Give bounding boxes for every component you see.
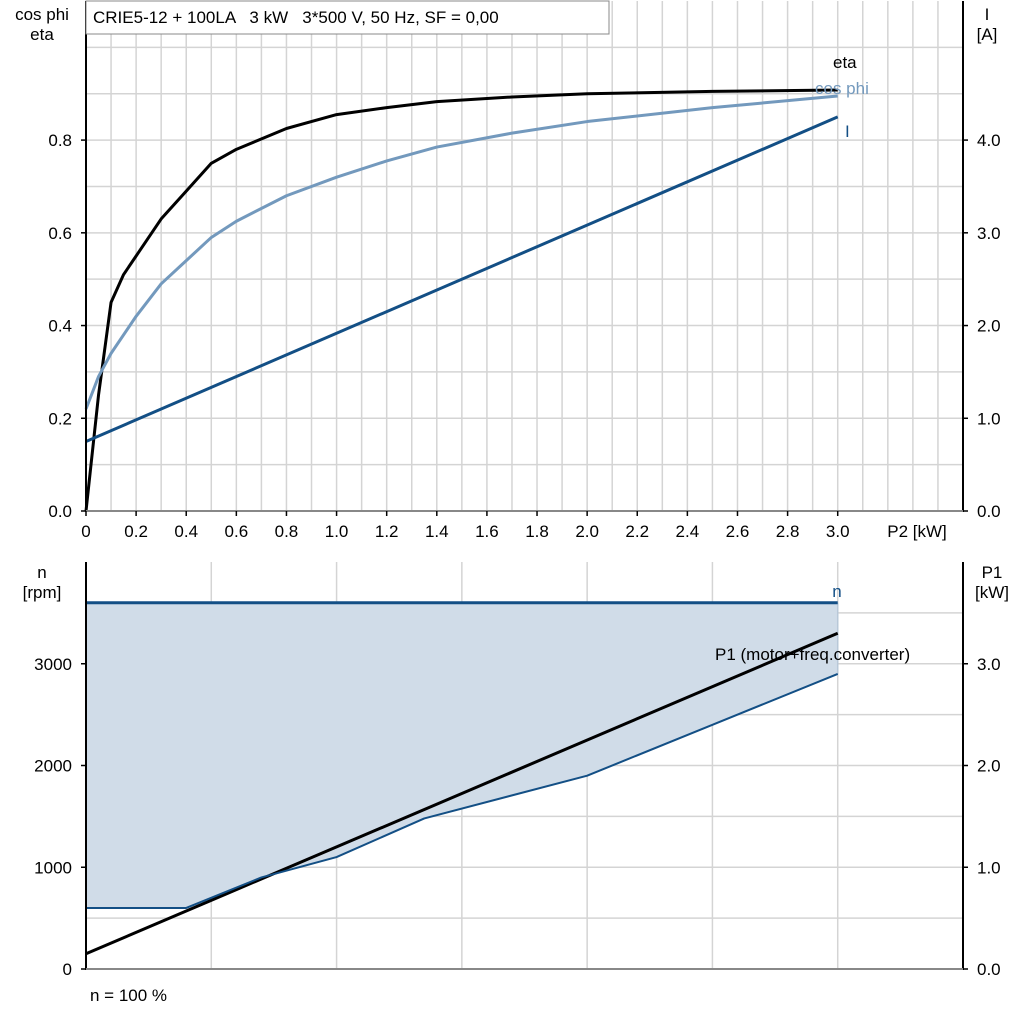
left-tick-label: 3000 bbox=[34, 655, 72, 674]
top-left-axis-label-1: cos phi bbox=[15, 5, 69, 24]
left-tick-label: 0.4 bbox=[48, 317, 72, 336]
x-tick-label: 1.2 bbox=[375, 522, 399, 541]
speed-range-area bbox=[86, 602, 838, 908]
left-tick-label: 0.8 bbox=[48, 131, 72, 150]
top-left-axis-label-2: eta bbox=[30, 25, 54, 44]
top-right-axis-label-2: [A] bbox=[977, 25, 998, 44]
x-tick-label: 0.4 bbox=[174, 522, 198, 541]
left-tick-label: 0 bbox=[63, 960, 72, 979]
x-tick-label: 2.8 bbox=[776, 522, 800, 541]
left-tick-label: 2000 bbox=[34, 757, 72, 776]
series-line-p1 bbox=[85, 631, 839, 956]
right-tick-label: 1.0 bbox=[977, 858, 1001, 877]
top-x-axis-label: P2 [kW] bbox=[887, 522, 947, 541]
left-tick-label: 0.2 bbox=[48, 409, 72, 428]
x-tick-label: 1.0 bbox=[325, 522, 349, 541]
series-line-eta bbox=[84, 88, 838, 512]
x-tick-label: 1.8 bbox=[525, 522, 549, 541]
x-tick-label: 2.2 bbox=[625, 522, 649, 541]
x-tick-label: 1.4 bbox=[425, 522, 449, 541]
right-tick-label: 2.0 bbox=[977, 317, 1001, 336]
top-grid bbox=[86, 1, 963, 511]
series-label-p1: P1 (motor+freq.converter) bbox=[715, 645, 910, 664]
bottom-right-axis-label-2: [kW] bbox=[975, 583, 1009, 602]
series-line-min-speed bbox=[86, 672, 839, 909]
series-label-current: I bbox=[845, 122, 850, 141]
x-tick-label: 0.8 bbox=[275, 522, 299, 541]
right-tick-label: 2.0 bbox=[977, 757, 1001, 776]
x-tick-label: 0 bbox=[81, 522, 90, 541]
series-line-cos bbox=[84, 94, 838, 410]
series-line-i bbox=[85, 115, 839, 443]
left-tick-label: 0.0 bbox=[48, 502, 72, 521]
top-right-axis-label-1: I bbox=[985, 5, 990, 24]
x-tick-label: 1.6 bbox=[475, 522, 499, 541]
series-label-eta: eta bbox=[833, 53, 857, 72]
footnote: n = 100 % bbox=[90, 986, 167, 1005]
x-tick-label: 3.0 bbox=[826, 522, 850, 541]
series-label-n: n bbox=[832, 582, 841, 601]
left-tick-label: 0.6 bbox=[48, 224, 72, 243]
x-tick-label: 2.0 bbox=[575, 522, 599, 541]
bottom-right-axis-label-1: P1 bbox=[982, 563, 1003, 582]
bottom-left-axis-label-2: [rpm] bbox=[23, 583, 62, 602]
chart-title: CRIE5-12 + 100LA 3 kW 3*500 V, 50 Hz, SF… bbox=[93, 8, 499, 27]
tick-labels: 0.0 0.2 0.4 0.6 0.8 0.0 1.0 2.0 3.0 4.0 0 0.2 0.4 0.6… bbox=[34, 131, 1000, 979]
right-tick-label: 0.0 bbox=[977, 502, 1001, 521]
x-tick-label: 0.2 bbox=[124, 522, 148, 541]
left-tick-label: 1000 bbox=[34, 858, 72, 877]
series-label-cos-phi: cos phi bbox=[815, 79, 869, 98]
right-tick-label: 0.0 bbox=[977, 960, 1001, 979]
axes-layer bbox=[81, 1, 968, 970]
x-tick-label: 2.6 bbox=[726, 522, 750, 541]
bottom-left-axis-label-1: n bbox=[37, 563, 46, 582]
right-tick-label: 3.0 bbox=[977, 655, 1001, 674]
series-layer bbox=[84, 88, 839, 956]
title-box bbox=[85, 0, 610, 35]
x-tick-label: 2.4 bbox=[676, 522, 700, 541]
x-tick-label: 0.6 bbox=[225, 522, 249, 541]
right-tick-label: 3.0 bbox=[977, 224, 1001, 243]
right-tick-label: 1.0 bbox=[977, 409, 1001, 428]
right-tick-label: 4.0 bbox=[977, 131, 1001, 150]
